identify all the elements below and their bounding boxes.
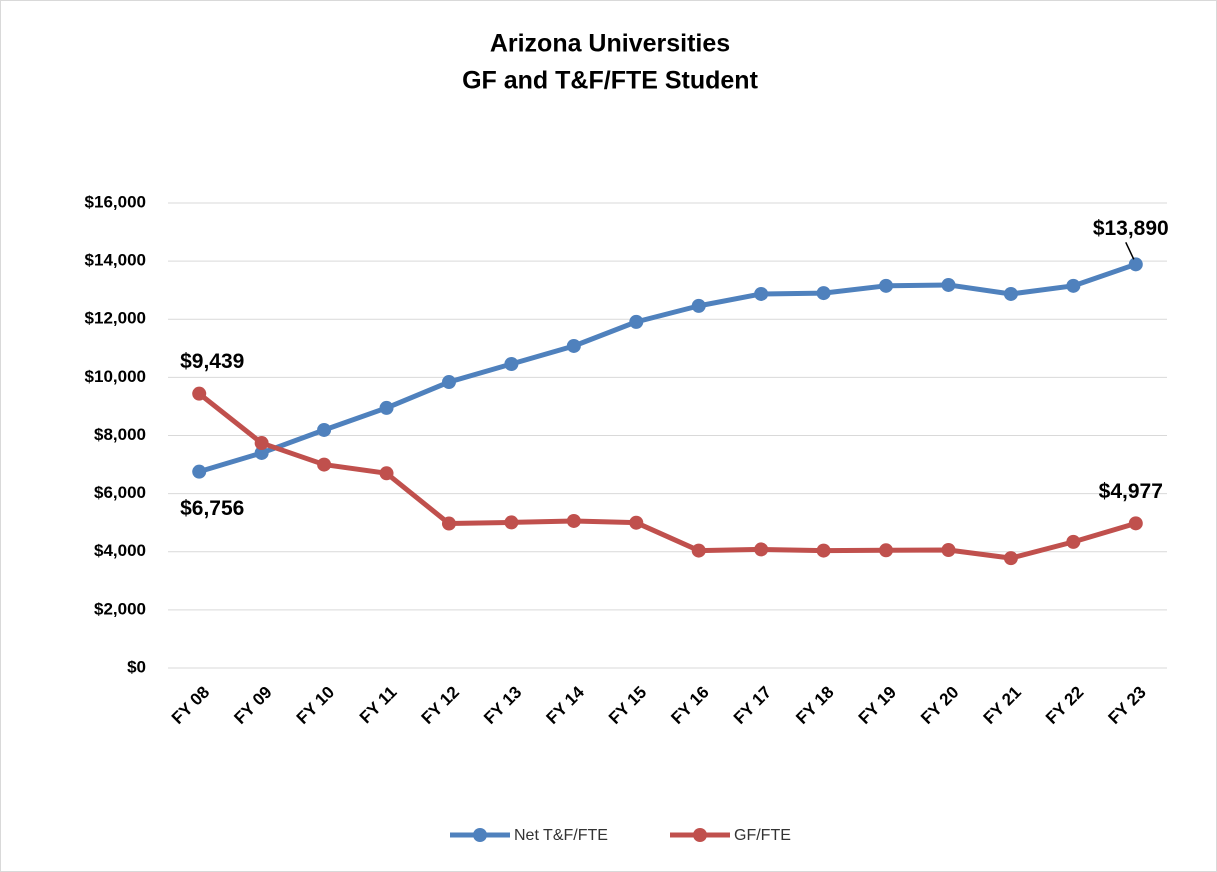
legend-marker	[693, 828, 707, 842]
data-point	[1128, 516, 1143, 531]
data-point	[816, 286, 831, 301]
y-tick-label: $4,000	[94, 541, 146, 560]
leader-line	[1125, 242, 1135, 260]
data-label: $9,439	[180, 350, 244, 373]
data-point	[691, 543, 706, 558]
data-point	[504, 357, 519, 372]
data-point	[1066, 278, 1081, 293]
data-point	[566, 338, 581, 353]
y-tick-label: $14,000	[85, 251, 146, 270]
data-point	[941, 543, 956, 558]
series-line	[198, 261, 1137, 475]
data-point	[379, 466, 394, 481]
data-point	[629, 515, 644, 530]
data-point	[1128, 257, 1143, 272]
data-point	[379, 400, 394, 415]
data-point	[192, 464, 207, 479]
data-point	[816, 543, 831, 558]
y-tick-label: $6,000	[94, 483, 146, 502]
data-point	[317, 422, 332, 437]
data-point	[941, 277, 956, 292]
data-point	[254, 445, 269, 460]
data-point	[1066, 534, 1081, 549]
y-tick-label: $8,000	[94, 425, 146, 444]
data-point	[1003, 286, 1018, 301]
data-point	[441, 516, 456, 531]
data-point	[691, 298, 706, 313]
data-point	[566, 513, 581, 528]
data-point	[754, 542, 769, 557]
data-label: $6,756	[180, 497, 244, 520]
data-point	[879, 543, 894, 558]
data-point	[879, 278, 894, 293]
data-label: $4,977	[1099, 480, 1163, 503]
legend-marker	[473, 828, 487, 842]
data-point	[754, 286, 769, 301]
data-point	[192, 386, 207, 401]
y-tick-label: $12,000	[85, 309, 146, 328]
legend-label: GF/FTE	[734, 827, 791, 844]
data-point	[1003, 551, 1018, 566]
y-tick-label: $16,000	[85, 192, 146, 211]
data-point	[504, 515, 519, 530]
chart-title: Arizona Universities	[490, 30, 730, 58]
series-line	[197, 391, 1137, 561]
data-point	[254, 436, 269, 451]
legend-label: Net T&F/FTE	[514, 827, 608, 844]
data-point	[317, 457, 332, 472]
data-point	[629, 314, 644, 329]
data-point	[441, 375, 456, 390]
y-tick-label: $10,000	[85, 367, 146, 386]
y-tick-label: $2,000	[94, 599, 146, 618]
data-label: $13,890	[1093, 217, 1169, 240]
chart-subtitle: GF and T&F/FTE Student	[462, 67, 758, 95]
y-tick-label: $0	[127, 657, 146, 676]
